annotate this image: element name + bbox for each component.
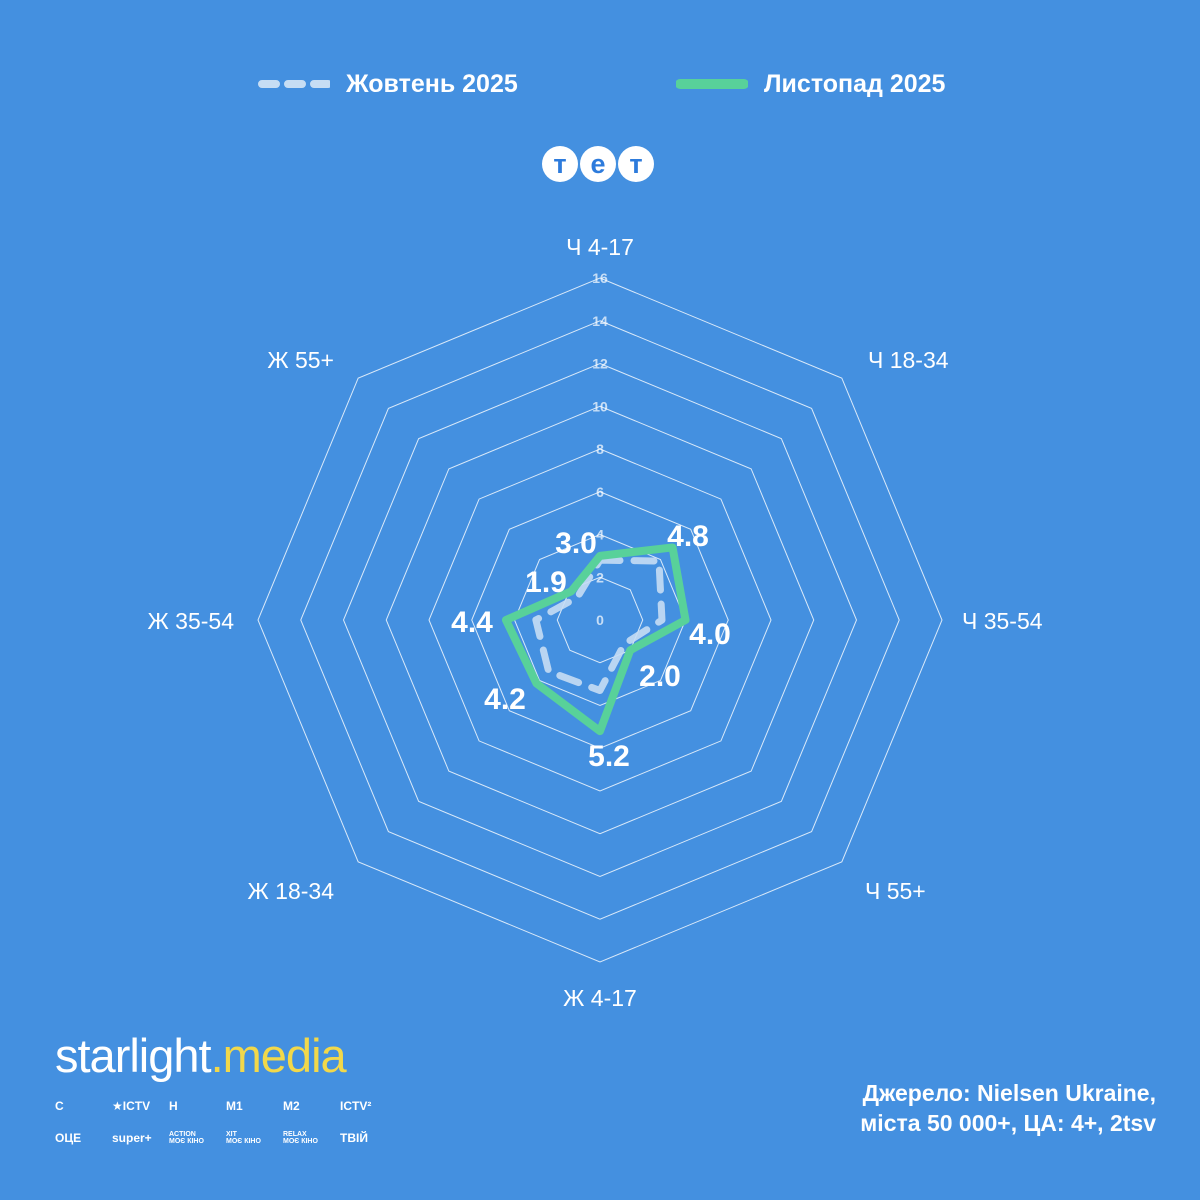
data-label: 3.0 (555, 527, 597, 560)
category-label: Ж 18-34 (248, 878, 335, 904)
category-label: Ж 4-17 (563, 985, 637, 1011)
radial-tick-label: 12 (592, 356, 608, 372)
category-label: Ж 35-54 (148, 608, 235, 634)
channel-logo-prefix: ACTION (169, 1131, 196, 1138)
legend-item-november: Листопад 2025 (676, 62, 945, 106)
brand-logo: starlight.media (55, 1030, 415, 1082)
radar-grid-ring (471, 491, 729, 749)
radial-tick-label: 10 (592, 398, 608, 414)
radial-tick-label: 4 (596, 527, 604, 543)
channel-logo-main: МОЄ КІНО (226, 1138, 261, 1145)
channel-logo-prefix: ХІТ (226, 1131, 237, 1138)
channel-logo-m2: М2 (283, 1099, 300, 1113)
logo-letter: т (618, 146, 654, 182)
brand-channel-logos: С ★ICTV Н М1 М2 ICTV² ОЦЕ super+ ACTION … (55, 1096, 415, 1148)
channel-logo-action-moe-kino: ACTION МОЄ КІНО (169, 1128, 226, 1148)
brand-name-part2: media (222, 1029, 347, 1082)
legend-label-october: Жовтень 2025 (346, 69, 518, 98)
data-label: 1.9 (525, 566, 567, 599)
channel-logo-relax-moe-kino: RELAX МОЄ КІНО (283, 1128, 340, 1148)
data-label: 4.0 (689, 618, 731, 651)
radar-grid-ring (342, 362, 858, 878)
data-label: 4.4 (451, 606, 493, 639)
logo-letter: т (542, 146, 578, 182)
channel-logo-novyi: Н (169, 1099, 178, 1113)
channel-logo-main: МОЄ КІНО (283, 1138, 318, 1145)
channel-logo-ictv2: ICTV² (340, 1099, 372, 1113)
legend-swatch-october (258, 80, 330, 88)
radial-tick-label: 2 (596, 569, 604, 585)
category-label: Ч 35-54 (962, 608, 1043, 634)
data-label: 2.0 (639, 660, 681, 693)
chart-legend: Жовтень 2025 Листопад 2025 (0, 62, 1200, 106)
channel-logo-tet: т е т (542, 146, 654, 182)
brand-name-part1: starlight (55, 1029, 212, 1082)
channel-logo-superplus: super+ (112, 1131, 152, 1145)
channel-logo-main: МОЄ КІНО (169, 1138, 204, 1145)
legend-swatch-november (676, 79, 748, 89)
category-label: Ч 4-17 (566, 234, 634, 260)
radar-grid-ring (513, 533, 687, 707)
radar-grid-ring (385, 405, 815, 835)
channel-logo-tviy: ТВІЙ (340, 1131, 368, 1145)
channel-logo-m1: М1 (226, 1099, 243, 1113)
brand-name-dot: . (210, 1029, 224, 1082)
category-label: Ж 55+ (267, 347, 334, 373)
radial-tick-label: 6 (596, 484, 604, 500)
category-label: Ч 55+ (865, 878, 926, 904)
data-label: 4.2 (484, 683, 526, 716)
brand-block: starlight.media С ★ICTV Н М1 М2 ICTV² ОЦ… (55, 1030, 415, 1148)
radar-grid-ring (428, 448, 772, 792)
source-note: Джерело: Nielsen Ukraine, міста 50 000+,… (860, 1078, 1156, 1138)
series-line-october (532, 556, 666, 695)
channel-logo-ictv: ★ICTV (112, 1099, 151, 1113)
legend-label-november: Листопад 2025 (764, 69, 946, 98)
category-label: Ч 18-34 (868, 347, 949, 373)
channel-logo-hit-moe-kino: ХІТ МОЄ КІНО (226, 1128, 283, 1148)
source-line-2: міста 50 000+, ЦА: 4+, 2tsv (860, 1110, 1156, 1136)
logo-letter: е (580, 146, 616, 182)
radar-grid-ring (300, 320, 900, 920)
radial-tick-label: 16 (592, 270, 608, 286)
legend-item-october: Жовтень 2025 (258, 62, 518, 106)
source-line-1: Джерело: Nielsen Ukraine, (862, 1080, 1156, 1106)
data-label: 5.2 (588, 740, 630, 773)
series-line-november (501, 543, 690, 736)
radial-tick-label: 14 (592, 313, 608, 329)
radial-tick-label: 0 (596, 612, 604, 628)
radar-grid-ring (257, 277, 943, 963)
radial-tick-label: 8 (596, 441, 604, 457)
channel-logo-stb: С (55, 1099, 64, 1113)
data-label: 4.8 (667, 520, 709, 553)
channel-logo-oce: ОЦЕ (55, 1131, 82, 1145)
channel-logo-prefix: RELAX (283, 1131, 307, 1138)
